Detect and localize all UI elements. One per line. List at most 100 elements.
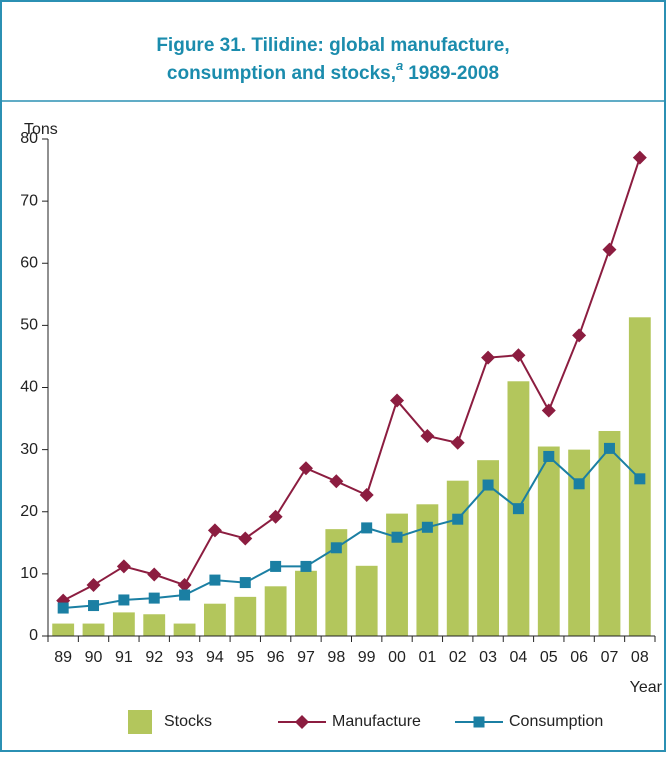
legend-label: Stocks	[164, 713, 212, 730]
point	[603, 442, 615, 454]
point	[512, 503, 524, 515]
x-tick-label: 02	[449, 649, 467, 666]
bar	[264, 586, 287, 636]
point	[118, 594, 130, 606]
chart-title: Figure 31. Tilidine: global manufacture,	[156, 35, 509, 56]
x-tick-label: 00	[388, 649, 406, 666]
point	[390, 393, 405, 408]
point	[541, 403, 556, 418]
x-tick-label: 98	[327, 649, 345, 666]
y-tick-label: 60	[20, 254, 38, 271]
x-tick-label: 90	[85, 649, 103, 666]
bar	[598, 430, 621, 636]
point	[634, 473, 646, 485]
title-marker: a	[396, 58, 403, 73]
point	[543, 450, 555, 462]
x-tick-label: 08	[631, 649, 649, 666]
legend-swatch	[473, 716, 485, 728]
bar	[143, 614, 166, 636]
point	[239, 577, 251, 589]
x-tick-label: 99	[358, 649, 376, 666]
point	[632, 150, 647, 165]
point	[238, 531, 253, 546]
bar	[355, 565, 378, 636]
y-tick-label: 50	[20, 317, 38, 334]
point	[177, 578, 192, 593]
legend-swatch	[295, 715, 309, 729]
legend-swatch	[128, 710, 152, 734]
point	[88, 600, 100, 612]
y-axis-label: Tons	[24, 121, 58, 138]
bar	[568, 449, 591, 636]
x-tick-label: 05	[540, 649, 558, 666]
x-tick-label: 06	[570, 649, 588, 666]
bar	[234, 596, 257, 636]
x-tick-label: 95	[236, 649, 254, 666]
point	[179, 589, 191, 601]
bar	[295, 570, 317, 636]
point	[361, 522, 373, 534]
point	[359, 487, 374, 502]
x-tick-label: 91	[115, 649, 133, 666]
bar	[416, 504, 439, 636]
point	[391, 531, 403, 543]
point	[602, 242, 617, 257]
x-tick-label: 93	[176, 649, 194, 666]
point	[482, 479, 494, 491]
point	[330, 542, 342, 554]
legend-label: Manufacture	[332, 713, 421, 730]
y-tick-label: 80	[20, 130, 38, 147]
point	[450, 435, 465, 450]
point	[573, 478, 585, 490]
x-tick-label: 89	[54, 649, 72, 666]
y-tick-label: 30	[20, 441, 38, 458]
y-tick-label: 10	[20, 565, 38, 582]
y-tick-label: 0	[29, 627, 38, 644]
point	[452, 513, 464, 525]
point	[270, 560, 282, 572]
x-tick-label: 04	[510, 649, 528, 666]
bar	[446, 480, 469, 636]
point	[329, 474, 344, 489]
x-tick-label: 03	[479, 649, 497, 666]
bar	[325, 529, 348, 636]
bar	[537, 446, 560, 636]
point	[207, 523, 222, 538]
y-tick-label: 20	[20, 503, 38, 520]
point	[481, 350, 496, 365]
point	[116, 559, 131, 574]
legend-label: Consumption	[509, 713, 603, 730]
point	[209, 574, 221, 586]
y-tick-label: 70	[20, 192, 38, 209]
x-tick-label: 92	[145, 649, 163, 666]
bar	[173, 623, 196, 636]
chart-title: consumption and stocks,a 1989-2008	[167, 58, 499, 84]
x-tick-label: 96	[267, 649, 285, 666]
point	[86, 578, 101, 593]
point	[298, 461, 313, 476]
y-tick-label: 40	[20, 379, 38, 396]
x-tick-label: 97	[297, 649, 315, 666]
bar	[52, 623, 75, 636]
x-tick-label: 07	[601, 649, 619, 666]
x-tick-label: 94	[206, 649, 224, 666]
chart-title: 1989-2008	[408, 63, 499, 84]
point	[420, 428, 435, 443]
point	[511, 348, 526, 363]
x-tick-label: 01	[418, 649, 436, 666]
bar	[477, 460, 500, 636]
bar	[82, 623, 105, 636]
point	[147, 567, 162, 582]
bar	[203, 603, 226, 636]
point	[268, 509, 283, 524]
chart-title: consumption and stocks,	[167, 63, 396, 84]
x-axis-label: Year	[630, 679, 663, 696]
point	[148, 592, 160, 604]
point	[57, 602, 69, 614]
bar	[386, 513, 408, 636]
point	[300, 560, 312, 572]
point	[421, 521, 433, 533]
